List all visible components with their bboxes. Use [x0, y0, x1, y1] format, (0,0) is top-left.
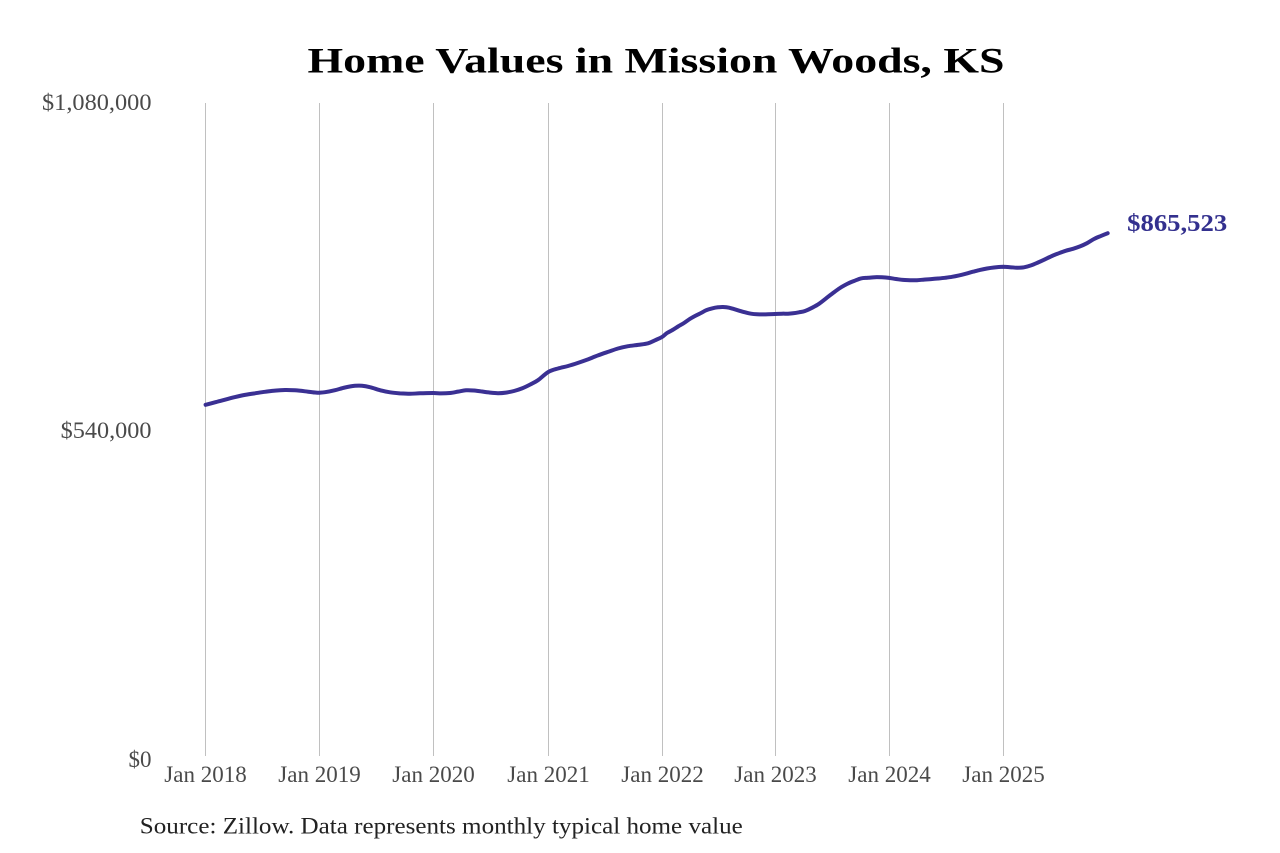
- svg-text:Jan 2020: Jan 2020: [392, 762, 474, 787]
- svg-text:Jan 2019: Jan 2019: [278, 762, 360, 787]
- svg-text:Jan 2025: Jan 2025: [962, 762, 1044, 787]
- svg-text:Jan 2024: Jan 2024: [848, 762, 931, 787]
- svg-text:Jan 2018: Jan 2018: [164, 762, 246, 787]
- svg-text:$0: $0: [129, 747, 152, 772]
- svg-text:Home Values in Mission Woods,: Home Values in Mission Woods, KS: [308, 41, 1005, 81]
- svg-text:$540,000: $540,000: [61, 418, 152, 443]
- svg-text:Jan 2022: Jan 2022: [621, 762, 703, 787]
- svg-text:$865,523: $865,523: [1127, 211, 1227, 237]
- svg-text:Jan 2021: Jan 2021: [507, 762, 589, 787]
- svg-text:$1,080,000: $1,080,000: [42, 90, 152, 115]
- svg-text:Jan 2023: Jan 2023: [734, 762, 816, 787]
- svg-text:Source: Zillow. Data represent: Source: Zillow. Data represents monthly …: [140, 814, 743, 839]
